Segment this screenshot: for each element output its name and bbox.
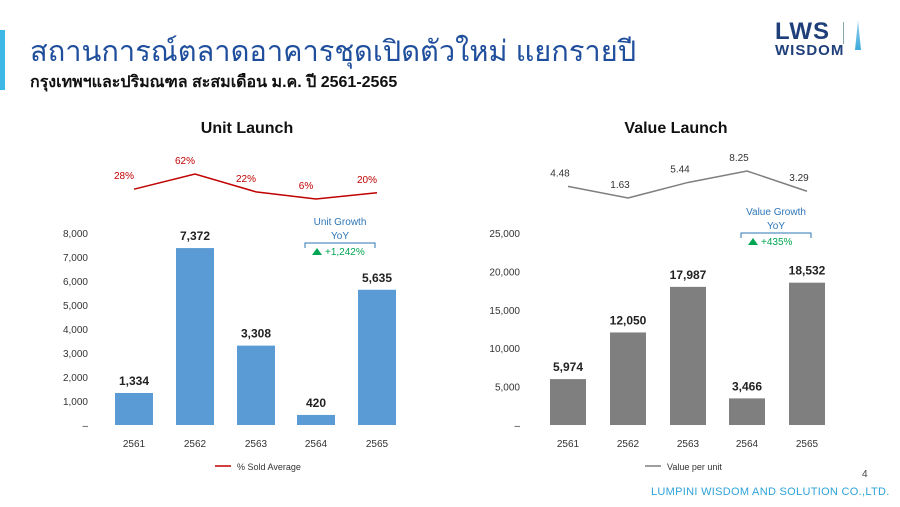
bar-value-label: 1,334 bbox=[119, 374, 149, 388]
line-series bbox=[133, 173, 378, 200]
y-tick-label: 6,000 bbox=[63, 277, 88, 288]
up-triangle-icon bbox=[748, 238, 758, 245]
page-title: สถานการณ์ตลาดอาคารชุดเปิดตัวใหม่ แยกรายป… bbox=[30, 36, 637, 68]
y-tick-label: 15,000 bbox=[489, 306, 520, 317]
line-point-label: 3.29 bbox=[789, 173, 809, 184]
y-tick-label: 20,000 bbox=[489, 267, 520, 278]
page-number: 4 bbox=[862, 469, 868, 480]
y-tick-label: 4,000 bbox=[63, 325, 88, 336]
bar-value-label: 3,308 bbox=[241, 327, 271, 341]
x-tick-label: 2563 bbox=[677, 439, 700, 450]
bar bbox=[176, 248, 214, 425]
y-tick-label: 1,000 bbox=[63, 397, 88, 408]
y-tick-label: 5,000 bbox=[63, 301, 88, 312]
y-tick-label: – bbox=[82, 421, 88, 432]
line-series bbox=[567, 170, 808, 199]
bar-value-label: 5,635 bbox=[362, 271, 392, 285]
line-point-label: 5.44 bbox=[670, 164, 690, 175]
line-point-label: 1.63 bbox=[610, 180, 630, 191]
bar-value-label: 3,466 bbox=[732, 379, 762, 393]
x-tick-label: 2565 bbox=[796, 439, 819, 450]
bar bbox=[237, 345, 275, 425]
x-tick-label: 2562 bbox=[184, 439, 207, 450]
legend-label: Value per unit bbox=[667, 462, 722, 472]
chart-title: Unit Launch bbox=[201, 120, 293, 137]
x-tick-label: 2564 bbox=[736, 439, 759, 450]
growth-value: +1,242% bbox=[325, 247, 365, 258]
accent-bar bbox=[0, 30, 5, 90]
line-point-label: 22% bbox=[236, 174, 256, 185]
y-tick-label: 5,000 bbox=[495, 383, 520, 394]
bar-value-label: 17,987 bbox=[670, 268, 707, 282]
legend-label: % Sold Average bbox=[237, 462, 301, 472]
bar bbox=[610, 332, 646, 425]
y-tick-label: 2,000 bbox=[63, 373, 88, 384]
growth-annotation-sub: YoY bbox=[767, 221, 785, 232]
x-tick-label: 2561 bbox=[123, 439, 146, 450]
x-tick-label: 2561 bbox=[557, 439, 580, 450]
x-tick-label: 2565 bbox=[366, 439, 389, 450]
logo-text: LWS bbox=[775, 18, 830, 45]
tower-icon bbox=[855, 20, 861, 50]
page-subtitle: กรุงเทพฯและปริมณฑล สะสมเดือน ม.ค. ปี 256… bbox=[30, 74, 398, 91]
line-point-label: 20% bbox=[357, 175, 377, 186]
bar-value-label: 7,372 bbox=[180, 229, 210, 243]
line-point-label: 4.48 bbox=[550, 168, 570, 179]
x-tick-label: 2563 bbox=[245, 439, 268, 450]
growth-annotation-sub: YoY bbox=[331, 231, 349, 242]
growth-value: +435% bbox=[761, 237, 793, 248]
bar bbox=[115, 392, 153, 425]
chart-title: Value Launch bbox=[624, 120, 727, 137]
growth-bracket bbox=[740, 232, 812, 238]
line-point-label: 6% bbox=[299, 181, 314, 192]
y-tick-label: 10,000 bbox=[489, 344, 520, 355]
logo-divider bbox=[843, 22, 844, 44]
bar bbox=[729, 398, 765, 425]
y-tick-label: – bbox=[514, 421, 520, 432]
bar-value-label: 18,532 bbox=[789, 264, 826, 278]
up-triangle-icon bbox=[312, 248, 322, 255]
lws-wisdom-logo: LWS WISDOM bbox=[775, 18, 861, 59]
line-point-label: 28% bbox=[114, 171, 134, 182]
bar bbox=[550, 379, 586, 425]
company-name: LUMPINI WISDOM AND SOLUTION CO.,LTD. bbox=[651, 486, 890, 498]
bar bbox=[358, 289, 396, 425]
y-tick-label: 25,000 bbox=[489, 229, 520, 240]
growth-bracket bbox=[304, 242, 376, 248]
bar bbox=[789, 282, 825, 425]
x-tick-label: 2562 bbox=[617, 439, 640, 450]
line-point-label: 62% bbox=[175, 156, 195, 167]
y-tick-label: 8,000 bbox=[63, 229, 88, 240]
bar-value-label: 5,974 bbox=[553, 360, 583, 374]
bar bbox=[670, 286, 706, 425]
growth-annotation-title: Value Growth bbox=[746, 207, 806, 218]
y-tick-label: 3,000 bbox=[63, 349, 88, 360]
bar bbox=[297, 414, 335, 425]
bar-value-label: 12,050 bbox=[610, 313, 647, 327]
x-tick-label: 2564 bbox=[305, 439, 328, 450]
logo-subtext: WISDOM bbox=[775, 42, 845, 59]
line-point-label: 8.25 bbox=[729, 153, 749, 164]
y-tick-label: 7,000 bbox=[63, 253, 88, 264]
bar-value-label: 420 bbox=[306, 396, 326, 410]
growth-annotation-title: Unit Growth bbox=[314, 217, 367, 228]
